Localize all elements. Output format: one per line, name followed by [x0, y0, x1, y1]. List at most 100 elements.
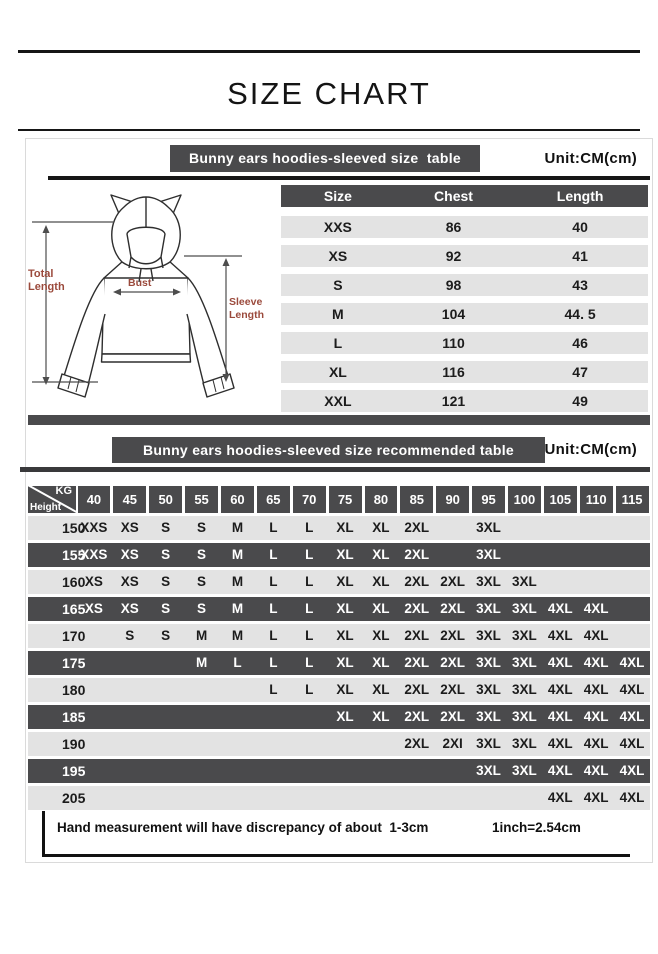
size-table-title: Bunny ears hoodies-sleeved size table: [170, 145, 480, 172]
size-cell: [327, 732, 363, 756]
height-cell: 165: [62, 601, 86, 617]
size-table-cell: XXS: [323, 219, 352, 235]
size-table-cell: 121: [441, 393, 466, 409]
size-cell: M: [231, 547, 244, 562]
size-cell: [76, 678, 112, 702]
size-table-row: XS 92 41: [281, 245, 648, 267]
size-cell: 3XL: [512, 709, 537, 724]
size-cell: [184, 678, 220, 702]
size-cell: 2XL: [440, 574, 466, 589]
size-cell: S: [197, 574, 207, 589]
size-cell: L: [305, 601, 314, 616]
size-cell: 4XL: [547, 628, 573, 643]
size-cell: [363, 786, 399, 810]
size-cell: 3XL: [476, 547, 501, 562]
size-cell: [614, 597, 650, 621]
size-cell: M: [231, 628, 244, 643]
size-cell: 2XL: [404, 601, 430, 616]
height-cell: 160: [62, 574, 86, 590]
size-cell: M: [231, 574, 244, 589]
size-table-cell: XL: [328, 364, 347, 380]
size-cell: 2XL: [404, 682, 430, 697]
size-cell: XL: [372, 628, 390, 643]
size-cell: [507, 516, 543, 540]
weight-header-cell: 50: [149, 486, 183, 513]
size-cell: [507, 786, 543, 810]
height-cell: 185: [62, 709, 86, 725]
size-cell: L: [305, 655, 314, 670]
size-cell: 4XL: [547, 655, 573, 670]
size-table-column-header: Size: [323, 188, 352, 204]
size-cell: [399, 786, 435, 810]
hoodie-illustration: [32, 194, 242, 398]
size-cell: 3XL: [512, 763, 537, 778]
size-cell: [255, 732, 291, 756]
matrix-row: 150 XXS XS S S M L L XL XL 2XL 3XL: [28, 516, 650, 540]
size-cell: XS: [120, 520, 139, 535]
size-table-bottom-bar: [28, 415, 650, 425]
matrix-row: 185 XL XL 2XL 2XL 3XL 3XL 4XL 4XL 4XL: [28, 705, 650, 729]
recommended-table-divider: [20, 467, 650, 472]
size-table-cell: S: [333, 277, 343, 293]
size-cell: S: [125, 628, 135, 643]
size-cell: 2XL: [404, 628, 430, 643]
size-cell: 3XL: [512, 682, 537, 697]
size-cell: [327, 786, 363, 810]
size-cell: 4XL: [583, 790, 609, 805]
size-cell: XL: [336, 709, 354, 724]
size-cell: 4XL: [547, 736, 573, 751]
size-table-body: XXS 86 40 XS 92 41 S 98 43 M 104 44. 5 L 110 46 XL 116 47…: [281, 216, 648, 412]
size-table-cell: XXL: [324, 393, 352, 409]
size-cell: M: [231, 601, 244, 616]
weight-header-cell: 95: [472, 486, 505, 513]
size-cell: 3XL: [476, 520, 501, 535]
size-table-cell: 40: [572, 219, 588, 235]
size-cell: [76, 651, 112, 675]
size-cell: 4XL: [619, 736, 645, 751]
size-cell: 4XL: [547, 682, 573, 697]
size-cell: S: [197, 520, 207, 535]
bust-label: Bust: [128, 277, 152, 289]
cat-ear-right: [155, 194, 182, 217]
size-cell: [255, 759, 291, 783]
size-cell: XL: [336, 682, 354, 697]
size-table-row: XXL 121 49: [281, 390, 648, 412]
size-table-cell: 92: [445, 248, 462, 264]
size-cell: 3XL: [512, 736, 537, 751]
size-cell: L: [305, 520, 314, 535]
size-cell: L: [269, 547, 278, 562]
size-cell: 4XL: [547, 709, 573, 724]
height-cell: 175: [62, 655, 86, 671]
size-cell: [291, 705, 327, 729]
size-cell: [220, 759, 256, 783]
height-cell: 170: [62, 628, 86, 644]
size-cell: XS: [84, 574, 103, 589]
size-cell: 2XI: [442, 736, 463, 751]
size-cell: 3XL: [476, 628, 501, 643]
size-cell: L: [305, 628, 314, 643]
size-cell: L: [305, 574, 314, 589]
size-cell: [76, 786, 112, 810]
matrix-row: 170 S S M M L L XL XL 2XL 2XL 3XL 3XL 4XL 4XL: [28, 624, 650, 648]
weight-header-cell: 60: [221, 486, 254, 513]
size-cell: XS: [120, 601, 139, 616]
size-cell: 3XL: [476, 682, 501, 697]
size-cell: XL: [372, 655, 390, 670]
weight-header-cell: 80: [364, 486, 398, 513]
size-cell: XL: [336, 574, 354, 589]
size-cell: [112, 705, 148, 729]
size-cell: 3XL: [476, 655, 501, 670]
size-table-cell: 41: [572, 248, 588, 264]
size-cell: L: [269, 628, 278, 643]
size-cell: XS: [84, 601, 103, 616]
size-cell: 2XL: [404, 520, 430, 535]
weight-header-cell: 85: [400, 486, 434, 513]
size-cell: XL: [372, 601, 390, 616]
weight-header-cell: 105: [543, 486, 577, 513]
matrix-row: 175 M L L L XL XL 2XL 2XL 3XL 3XL 4XL 4XL 4XL: [28, 651, 650, 675]
size-cell: S: [197, 601, 207, 616]
size-cell: [148, 678, 184, 702]
size-cell: L: [269, 682, 278, 697]
size-cell: XL: [336, 628, 354, 643]
weight-header-cell: 115: [615, 486, 649, 513]
